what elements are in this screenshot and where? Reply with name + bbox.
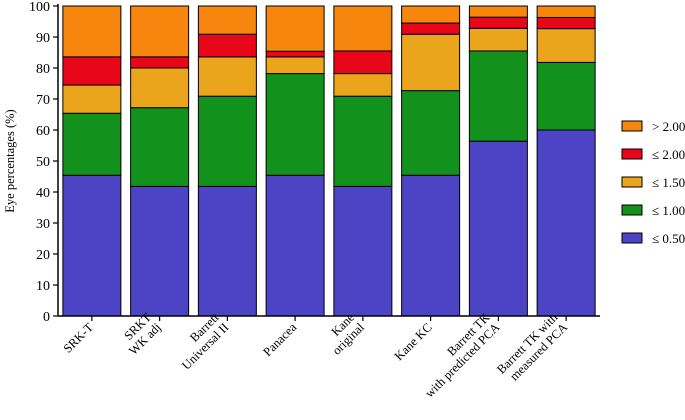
y-tick-label-90: 90 [36,31,50,46]
y-tick-label-30: 30 [36,217,50,232]
bar-srk-t-series-0 [62,174,122,317]
bar-barrett-tk-with-measured-pca-series-3 [536,16,596,30]
legend-swatch-series-2 [621,176,643,188]
bar-barrett-tk-with-measured-pca-series-1 [536,61,596,131]
x-tick-label-srk-t: SRK-T [61,320,97,356]
bar-barrett-universal-ii-series-1 [197,95,257,187]
legend-label-series-1: ≤ 1.00 [652,203,685,218]
bar-kane-original-series-3 [333,50,393,75]
legend-swatch-series-4 [621,120,643,132]
bar-barrett-tk-with-predicted-pca-series-3 [468,16,528,29]
bar-barrett-tk-with-measured-pca-series-4 [536,5,596,18]
legend-label-series-0: ≤ 0.50 [652,231,685,246]
legend-swatch-series-1 [621,204,643,216]
x-tick-label-kane-original: Kaneoriginal [320,310,368,358]
x-tick-label-panacea: Panacea [260,320,299,359]
bar-srkt-wk-adj-series-4 [130,5,190,58]
y-tick-label-70: 70 [36,93,50,108]
bar-panacea-series-4 [265,5,325,52]
y-tick-label-80: 80 [36,62,50,77]
y-tick-label-20: 20 [36,248,50,263]
y-tick-label-40: 40 [36,186,50,201]
x-tick-label-barrett-tk-with-measured-pca: Barrett TK withmeasured PCA [494,310,571,387]
bar-kane-kc-series-2 [401,33,461,92]
bar-barrett-universal-ii-series-2 [197,56,257,97]
x-tick-label-srkt-wk-adj: SRKTWK adj [116,310,164,358]
bar-kane-original-series-1 [333,95,393,187]
bar-kane-original-series-4 [333,5,393,52]
y-tick-label-0: 0 [43,310,50,325]
bar-kane-original-series-2 [333,73,393,97]
bar-srkt-wk-adj-series-3 [130,56,190,69]
x-tick-label-kane-kc: Kane KC [392,320,435,363]
bar-barrett-tk-with-measured-pca-series-2 [536,28,596,63]
bar-barrett-tk-with-measured-pca-series-0 [536,129,596,317]
bar-barrett-tk-with-predicted-pca-series-4 [468,5,528,18]
legend-label-series-4: > 2.00 [652,119,685,134]
x-tick-label-barrett-universal-ii: BarrettUniversal II [169,310,232,373]
bars-layer [62,5,596,317]
bar-srk-t-series-3 [62,56,122,86]
bar-barrett-tk-with-predicted-pca-series-2 [468,27,528,52]
bar-kane-original-series-0 [333,185,393,317]
bar-srk-t-series-1 [62,112,122,176]
bar-kane-kc-series-4 [401,5,461,24]
y-tick-label-100: 100 [29,0,50,15]
bar-barrett-universal-ii-series-4 [197,5,257,35]
bar-panacea-series-3 [265,50,325,58]
y-tick-label-60: 60 [36,124,50,139]
bar-panacea-series-1 [265,73,325,176]
legend: > 2.00 ≤ 2.00 ≤ 1.50 ≤ 1.00 ≤ 0.50 [621,119,685,246]
legend-label-series-3: ≤ 2.00 [652,147,685,162]
bar-srkt-wk-adj-series-0 [130,185,190,317]
bar-srk-t-series-2 [62,84,122,114]
bar-panacea-series-0 [265,174,325,317]
bar-barrett-universal-ii-series-3 [197,33,257,58]
bar-srkt-wk-adj-series-1 [130,107,190,187]
bar-kane-kc-series-1 [401,90,461,176]
bar-kane-kc-series-3 [401,22,461,35]
bar-barrett-tk-with-predicted-pca-series-1 [468,50,528,142]
axes-layer [53,4,600,321]
y-axis-title: Eye percentages (%) [3,109,17,212]
bar-srk-t-series-4 [62,5,122,58]
bar-barrett-universal-ii-series-0 [197,185,257,317]
bar-barrett-tk-with-predicted-pca-series-0 [468,140,528,317]
y-tick-label-10: 10 [36,279,50,294]
bar-srkt-wk-adj-series-2 [130,67,190,109]
bar-panacea-series-2 [265,56,325,75]
bar-kane-kc-series-0 [401,174,461,317]
legend-label-series-2: ≤ 1.50 [652,175,685,190]
legend-swatch-series-3 [621,148,643,160]
legend-swatch-series-0 [621,232,643,244]
y-tick-label-50: 50 [36,155,50,170]
